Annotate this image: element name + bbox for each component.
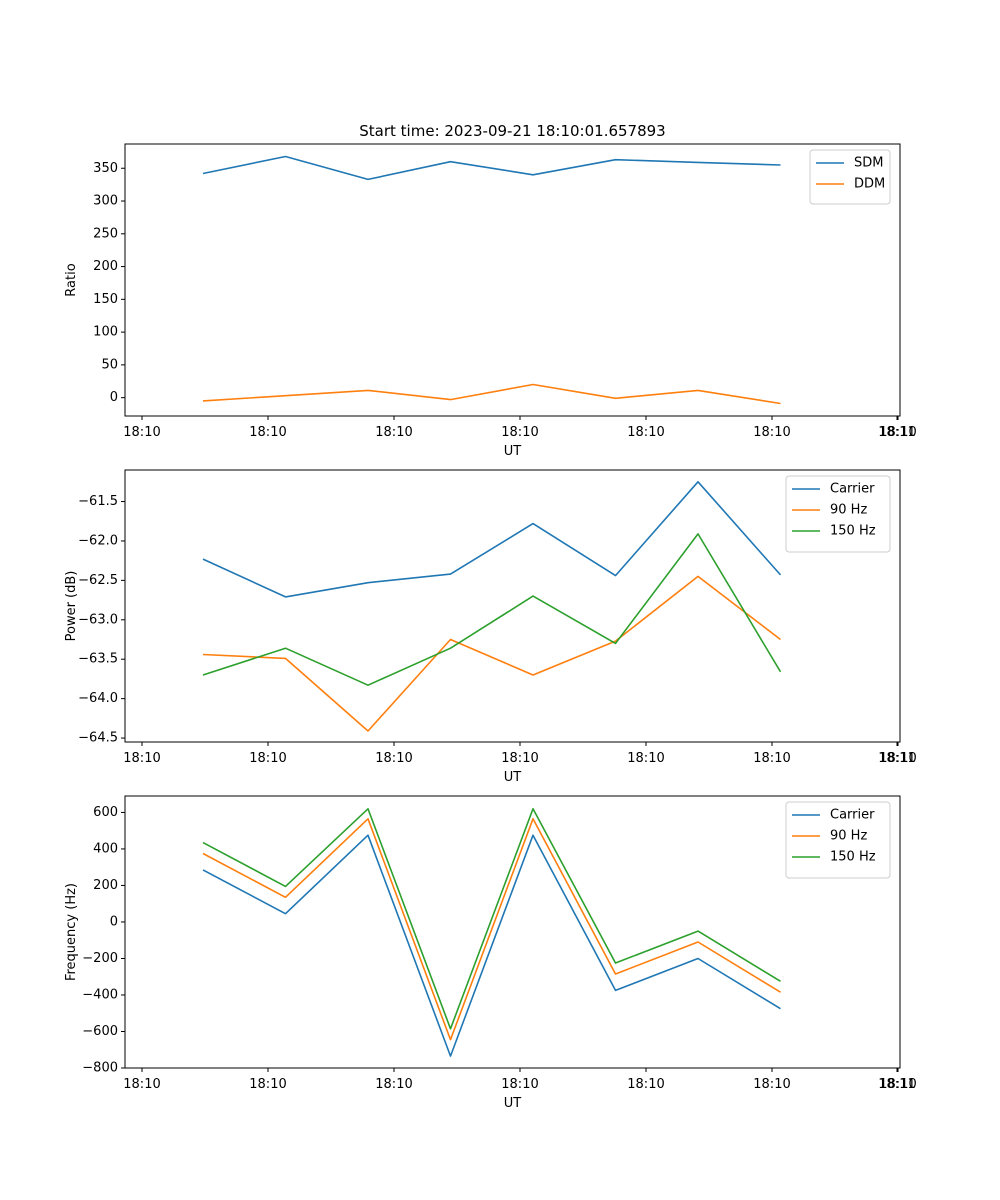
series-line-90-hz — [202, 575, 781, 732]
x-tick-label: 18:10 — [375, 1077, 412, 1092]
y-tick-label: −63.5 — [78, 652, 118, 667]
series-line-150-hz — [202, 533, 782, 687]
y-tick-label: 50 — [101, 357, 118, 372]
x-tick-label: 18:11 — [878, 1077, 915, 1092]
series-line-90-hz — [202, 817, 781, 1041]
x-axis-label: UT — [504, 1096, 522, 1111]
legend-label: Carrier — [830, 808, 875, 823]
x-tick-label: 18:10 — [627, 1077, 664, 1092]
x-tick-label: 18:10 — [627, 425, 664, 440]
x-tick-label: 18:10 — [501, 1077, 538, 1092]
plot-frame — [124, 795, 901, 1069]
plot-frame — [124, 143, 901, 417]
y-axis-label: Power (dB) — [64, 571, 79, 642]
x-tick-label: 18:10 — [501, 425, 538, 440]
y-tick-label: −63.0 — [78, 612, 118, 627]
x-tick-label: 18:10 — [249, 425, 286, 440]
x-tick-label: 18:10 — [879, 751, 916, 766]
x-tick-label: 18:10 — [249, 751, 286, 766]
x-tick-label: 18:10 — [753, 425, 790, 440]
series-line-150-hz — [202, 807, 781, 1030]
y-tick-label: −800 — [82, 1061, 118, 1076]
x-tick-label: 18:10 — [123, 1077, 160, 1092]
x-tick-label: 18:10 — [627, 751, 664, 766]
x-tick-label: 18:10 — [249, 1077, 286, 1092]
legend-label: Carrier — [830, 482, 875, 497]
chart-1: Start time: 2023-09-21 18:10:01.657893 0 5… — [64, 122, 917, 459]
y-tick-label: 200 — [93, 878, 118, 893]
y-axis-label: Frequency (Hz) — [64, 883, 79, 981]
legend: SDM DDM — [809, 149, 891, 205]
x-tick-label: 18:10 — [879, 1077, 916, 1092]
y-tick-label: −64.5 — [78, 731, 118, 746]
series-line-carrier — [202, 480, 782, 598]
y-tick-label: 100 — [93, 325, 118, 340]
series-line-ddm — [202, 383, 781, 405]
series-line-sdm — [202, 155, 781, 181]
legend-label: 150 Hz — [830, 524, 876, 539]
chart-title: Start time: 2023-09-21 18:10:01.657893 — [359, 122, 665, 140]
x-tick-label: 18:10 — [753, 1077, 790, 1092]
y-tick-label: 600 — [93, 805, 118, 820]
legend: Carrier 90 Hz 150 Hz — [785, 475, 891, 553]
y-tick-label: 0 — [110, 390, 118, 405]
legend: Carrier 90 Hz 150 Hz — [785, 801, 891, 879]
plot-frame — [124, 469, 901, 743]
legend-label: SDM — [854, 156, 883, 171]
y-tick-label: −600 — [82, 1024, 118, 1039]
chart-2: −64.5 −64.0 −63.5 −63.0 −62.5 −62.0 −61.5 18:10… — [64, 469, 917, 785]
x-axis-label: UT — [504, 770, 522, 785]
legend-box — [785, 475, 891, 553]
series-line-carrier — [202, 834, 781, 1057]
x-tick-label: 18:10 — [123, 751, 160, 766]
y-tick-label: 200 — [93, 259, 118, 274]
y-tick-label: 0 — [110, 914, 118, 929]
y-tick-label: −200 — [82, 951, 118, 966]
y-tick-label: −64.0 — [78, 691, 118, 706]
y-tick-label: 400 — [93, 841, 118, 856]
y-tick-label: 350 — [93, 161, 118, 176]
legend-label: 90 Hz — [830, 503, 867, 518]
x-tick-label: 18:10 — [753, 751, 790, 766]
x-tick-label: 18:10 — [123, 425, 160, 440]
legend-box — [785, 801, 891, 879]
x-axis-label: UT — [504, 444, 522, 459]
x-tick-label: 18:10 — [501, 751, 538, 766]
y-tick-label: −62.5 — [78, 573, 118, 588]
x-tick-label: 18:11 — [878, 425, 915, 440]
x-tick-label: 18:10 — [375, 751, 412, 766]
legend-label: 90 Hz — [830, 829, 867, 844]
y-tick-label: 150 — [93, 292, 118, 307]
x-tick-label: 18:11 — [878, 751, 915, 766]
y-axis-label: Ratio — [64, 263, 79, 296]
legend-label: 150 Hz — [830, 850, 876, 865]
x-tick-label: 18:10 — [879, 425, 916, 440]
legend-label: DDM — [854, 177, 885, 192]
y-tick-label: −400 — [82, 987, 118, 1002]
y-tick-label: −61.5 — [78, 494, 118, 509]
y-tick-label: 300 — [93, 194, 118, 209]
y-tick-label: −62.0 — [78, 533, 118, 548]
x-tick-label: 18:10 — [375, 425, 412, 440]
y-tick-label: 250 — [93, 226, 118, 241]
